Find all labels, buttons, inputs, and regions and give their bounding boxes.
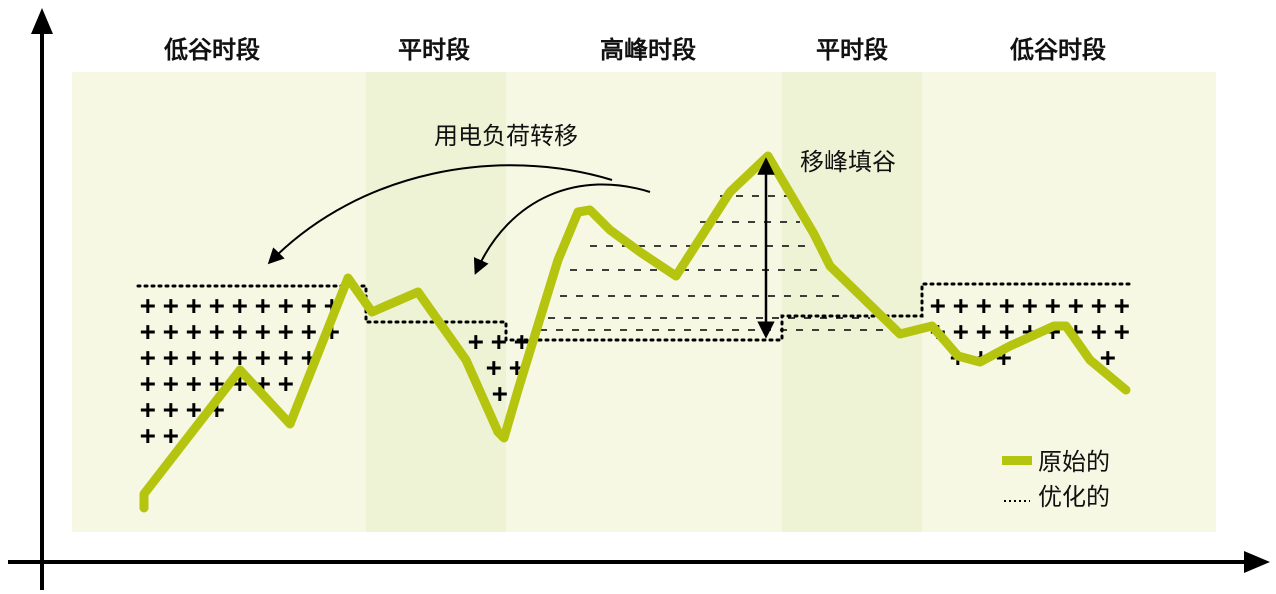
plus-marker: + — [1091, 291, 1107, 321]
optimized-load-curve — [136, 282, 1136, 342]
plus-marker: + — [186, 317, 202, 347]
plus-marker: + — [232, 343, 248, 373]
plus-marker: + — [486, 353, 502, 383]
load-transfer-arrow-long — [267, 164, 613, 265]
plus-marker: + — [1114, 317, 1130, 347]
x-axis-arrow-icon — [1244, 551, 1270, 573]
plus-marker: + — [163, 317, 179, 347]
plus-marker: + — [186, 343, 202, 373]
plus-marker: + — [953, 317, 969, 347]
plus-marker: + — [1068, 291, 1084, 321]
plus-marker: + — [255, 343, 271, 373]
plus-marker: + — [209, 317, 225, 347]
plus-marker: + — [163, 421, 179, 451]
plus-marker: + — [976, 317, 992, 347]
plus-marker: + — [163, 395, 179, 425]
y-axis-arrow-icon — [31, 8, 53, 34]
plus-marker: + — [163, 291, 179, 321]
plus-marker: + — [976, 291, 992, 321]
plus-marker: + — [140, 395, 156, 425]
original-load-curve — [139, 151, 1131, 513]
band-valley-right — [922, 72, 1216, 532]
plus-marker: + — [301, 291, 317, 321]
plus-marker: + — [209, 343, 225, 373]
plus-marker: + — [1022, 291, 1038, 321]
plus-marker: + — [255, 291, 271, 321]
plus-marker: + — [930, 291, 946, 321]
plus-marker: + — [999, 291, 1015, 321]
plus-marker: + — [492, 379, 508, 409]
plus-marker: + — [491, 327, 507, 357]
plus-marker: + — [140, 369, 156, 399]
peak-shaving-label: 移峰填谷 — [800, 148, 896, 176]
plus-marker: + — [1114, 291, 1130, 321]
plus-marker: + — [278, 317, 294, 347]
valley-fill-plus-markers: + + + + + + + + ++ + + + + + + + ++ + + + + + + ++ + + + + + ++ + + ++ ++… — [140, 291, 1130, 451]
plus-marker: + — [999, 317, 1015, 347]
plus-marker: + — [232, 291, 248, 321]
legend-original-swatch — [1002, 456, 1032, 465]
plus-marker: + — [209, 291, 225, 321]
plus-marker: + — [1045, 291, 1061, 321]
band-flat-right — [782, 72, 922, 532]
plus-marker: + — [278, 369, 294, 399]
load-transfer-arrow-short — [473, 183, 651, 275]
plus-marker: + — [232, 317, 248, 347]
period-label-peak: 高峰时段 — [600, 36, 696, 64]
plus-marker: + — [186, 291, 202, 321]
band-peak — [506, 72, 782, 532]
plus-marker: + — [278, 343, 294, 373]
plus-marker: + — [140, 291, 156, 321]
plus-marker: + — [468, 327, 484, 357]
plus-marker: + — [140, 421, 156, 451]
plus-marker: + — [301, 317, 317, 347]
period-label-valley-right: 低谷时段 — [1009, 36, 1106, 64]
plus-marker: + — [163, 343, 179, 373]
plus-marker: + — [140, 317, 156, 347]
load-shift-label: 用电负荷转移 — [434, 122, 578, 150]
band-valley-left — [72, 72, 366, 532]
legend-optimized-label: 优化的 — [1038, 483, 1110, 511]
period-label-flat-right: 平时段 — [816, 36, 888, 64]
plus-marker: + — [186, 369, 202, 399]
period-label-flat-left: 平时段 — [398, 36, 470, 64]
plus-marker: + — [514, 327, 530, 357]
plus-marker: + — [1091, 317, 1107, 347]
period-label-valley-left: 低谷时段 — [163, 36, 260, 64]
plus-marker: + — [953, 291, 969, 321]
plus-marker: + — [278, 291, 294, 321]
plus-marker: + — [255, 317, 271, 347]
plus-marker: + — [140, 343, 156, 373]
plus-marker: + — [1100, 343, 1116, 373]
plus-marker: + — [163, 369, 179, 399]
legend-original-label: 原始的 — [1038, 448, 1110, 476]
